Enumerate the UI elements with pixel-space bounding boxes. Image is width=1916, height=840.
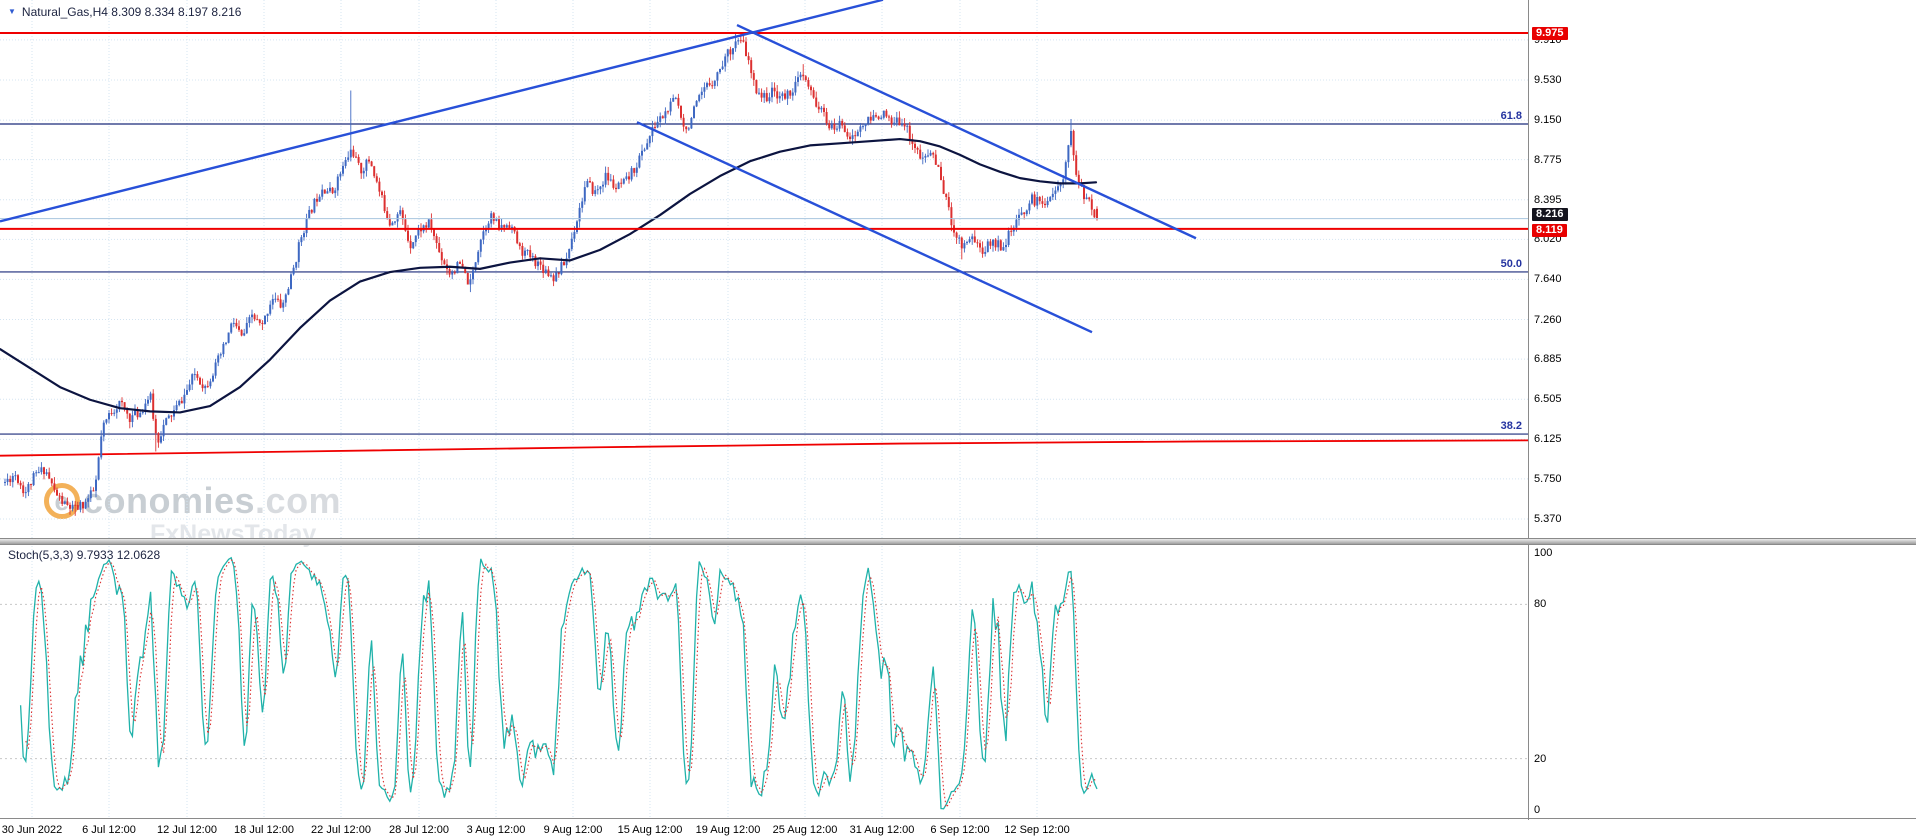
price-tick-label: 7.640 [1534,273,1562,286]
stoch-k-line [19,556,1098,810]
fib-level-label: 38.2 [1500,420,1522,433]
axis-divider [1528,0,1529,840]
price-tick-label: 6.505 [1534,393,1562,406]
panel-splitter[interactable] [0,538,1916,545]
watermark-brand: economies.com [44,480,341,522]
stoch-d-line [25,559,1098,809]
price-tick-label: 9.530 [1534,73,1562,86]
time-tick-label: 12 Sep 12:00 [1004,824,1070,836]
time-tick-label: 19 Aug 12:00 [695,824,761,836]
stochastic-label: Stoch(5,3,3) 9.7933 12.0628 [8,548,161,562]
main-chart-panel [0,0,1528,538]
gridlines [0,0,1528,538]
time-tick-label: 12 Jul 12:00 [157,824,217,836]
rising-red-line [0,439,1528,457]
moving-average-line [0,137,1098,414]
time-tick-label: 31 Aug 12:00 [849,824,915,836]
time-tick-label: 9 Aug 12:00 [543,824,603,836]
descending-trendline-lower [636,121,1093,334]
stoch-tick-label: 100 [1534,547,1553,559]
stoch-tick-label: 0 [1534,804,1541,816]
time-tick-label: 15 Aug 12:00 [617,824,683,836]
price-tick-label: 5.370 [1534,513,1562,525]
symbol-dropdown-icon[interactable]: ▼ [8,7,16,16]
time-tick-label: 28 Jul 12:00 [389,824,449,836]
price-tick-label: 8.395 [1534,193,1562,206]
price-tick-label: 8.775 [1534,153,1562,166]
chart-title-bar: ▼ Natural_Gas,H4 8.309 8.334 8.197 8.216 [8,5,241,19]
price-badge: 8.119 [1532,224,1567,238]
price-axis[interactable]: 9.910 9.530 9.150 8.775 8.395 8.020 7.640 7.260… [1530,0,1916,818]
candlesticks [4,33,1098,516]
watermark-brand-suffix: .com [255,480,342,521]
time-tick-label: 6 Sep 12:00 [930,824,990,836]
stoch-tick-label: 20 [1534,752,1547,765]
watermark-brand-text: conomies [83,480,256,521]
price-badge: 8.216 [1532,208,1568,222]
time-axis[interactable]: 30 Jun 2022 6 Jul 12:00 12 Jul 12:00 18 Jul… [0,820,1916,840]
stoch-tick-label: 80 [1534,598,1547,611]
time-tick-label: 25 Aug 12:00 [772,824,838,836]
stochastic-panel [0,546,1528,818]
price-badge: 9.975 [1532,26,1568,40]
price-tick-label: 6.885 [1534,353,1562,366]
price-tick-label: 5.750 [1534,472,1562,485]
time-tick-label: 22 Jul 12:00 [311,824,371,836]
ascending-trendline [0,0,884,223]
time-tick-label: 18 Jul 12:00 [234,824,294,836]
time-tick-label: 30 Jun 2022 [1,824,63,836]
symbol-ohlc-title: Natural_Gas,H4 8.309 8.334 8.197 8.216 [21,5,242,19]
price-tick-label: 7.260 [1534,313,1562,326]
fib-level-label: 61.8 [1500,109,1522,122]
stoch-axis-divider [0,818,1916,819]
descending-trendline-upper [736,23,1197,240]
time-tick-label: 6 Jul 12:00 [82,824,136,836]
price-tick-label: 9.150 [1534,114,1562,127]
price-tick-label: 6.125 [1534,433,1562,446]
fib-level-label: 50.0 [1500,257,1522,270]
time-tick-label: 3 Aug 12:00 [466,824,526,836]
